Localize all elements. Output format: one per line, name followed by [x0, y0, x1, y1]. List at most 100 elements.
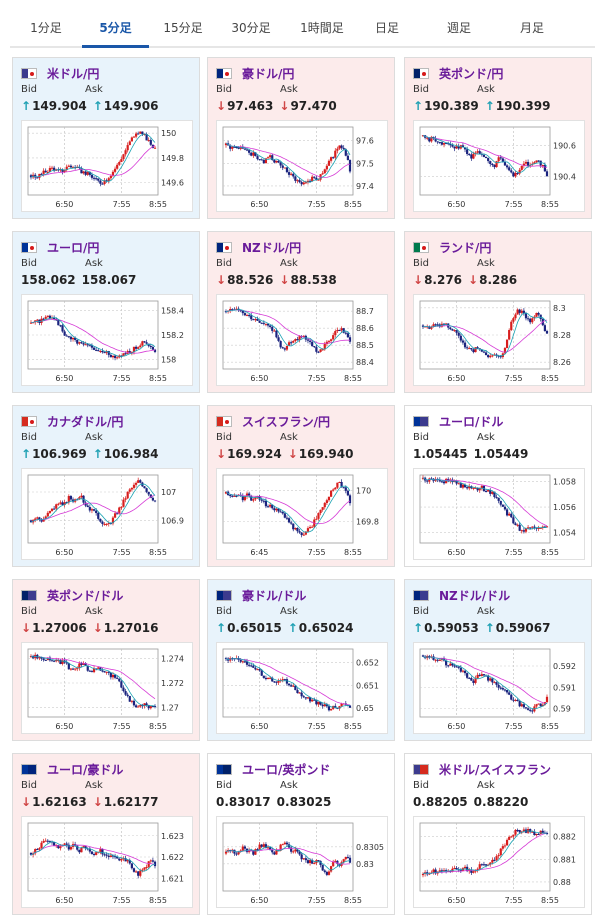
eu-gb-flag-icon	[216, 763, 232, 775]
mini-chart[interactable]: 0.882 0.881 0.88 6:50 7:55 8:55	[413, 816, 585, 908]
pair-name[interactable]: 英ポンド/円	[439, 66, 504, 81]
down-arrow-icon: ↓	[279, 273, 290, 287]
candle-body	[145, 488, 148, 492]
pair-name[interactable]: 豪ドル/ドル	[242, 588, 307, 603]
rate-card[interactable]: 豪ドル/円 Bid Ask ↓97.463 ↓97.470 97.6 97.5 97…	[207, 57, 395, 219]
tab-30min[interactable]: 30分足	[231, 21, 271, 35]
candlestick-chart: 0.8305 0.83 6:50 7:55 8:55	[222, 822, 384, 905]
rate-card[interactable]: ユーロ/英ポンド Bid Ask 0.83017 0.83025 0.8305 0…	[207, 753, 395, 915]
mini-chart[interactable]: 0.592 0.591 0.59 6:50 7:55 8:55	[413, 642, 585, 734]
x-tick-label: 8:55	[541, 374, 559, 383]
candle-body	[128, 351, 131, 353]
pair-name[interactable]: 米ドル/スイスフラン	[439, 762, 552, 777]
candle-body	[63, 170, 66, 172]
candle-body	[82, 663, 85, 665]
rate-card[interactable]: NZドル/円 Bid Ask ↓88.526 ↓88.538 88.7 88.6 8…	[207, 231, 395, 393]
moving-average-line	[225, 309, 351, 345]
pair-name[interactable]: ランド/円	[439, 240, 492, 255]
pair-name[interactable]: 豪ドル/円	[242, 66, 295, 81]
pair-name[interactable]: カナダドル/円	[47, 414, 124, 429]
candle-body	[503, 689, 507, 691]
candle-body	[266, 157, 270, 159]
bid-label: Bid	[413, 606, 429, 617]
mini-chart[interactable]: 1.623 1.622 1.621 6:50 7:55 8:55	[21, 816, 193, 908]
rate-card[interactable]: ランド/円 Bid Ask ↓8.276 ↓8.286 8.3 8.28 8.26 6…	[404, 231, 592, 393]
y-tick-label: 0.88	[553, 878, 571, 887]
candle-body	[472, 153, 475, 159]
tab-15min[interactable]: 15分足	[163, 21, 203, 35]
candle-body	[264, 323, 268, 325]
candle-body	[499, 157, 502, 159]
mini-chart[interactable]: 190.6 190.4 6:50 7:55 8:55	[413, 120, 585, 212]
tab-5min[interactable]: 5分足	[82, 8, 149, 48]
candle-body	[311, 699, 314, 702]
mini-chart[interactable]: 1.274 1.272 1.27 6:50 7:55 8:55	[21, 642, 193, 734]
pair-name[interactable]: 米ドル/円	[47, 66, 100, 81]
candle-body	[120, 859, 123, 861]
pair-name[interactable]: スイスフラン/円	[242, 414, 331, 429]
candle-body	[281, 679, 284, 681]
candle-body	[105, 351, 108, 353]
plot-frame	[222, 822, 354, 892]
pair-name[interactable]: ユーロ/豪ドル	[47, 762, 124, 777]
candle-body	[250, 496, 253, 501]
candle-body	[252, 850, 255, 855]
rate-card[interactable]: ユーロ/ドル Bid Ask 1.05445 1.05449 1.058 1.05…	[404, 405, 592, 567]
candle-body	[90, 851, 94, 855]
mini-chart[interactable]: 0.652 0.651 0.65 6:50 7:55 8:55	[216, 642, 388, 734]
candle-body	[149, 494, 152, 498]
candle-body	[44, 316, 47, 319]
bid-label: Bid	[413, 258, 429, 269]
candle-body	[285, 345, 289, 350]
tab-monthly[interactable]: 月足	[519, 21, 544, 35]
up-arrow-icon: ↑	[484, 621, 495, 635]
candle-body	[88, 670, 91, 672]
pair-name[interactable]: ユーロ/ドル	[439, 414, 504, 429]
tab-daily[interactable]: 日足	[374, 21, 399, 35]
candle-body	[290, 173, 293, 175]
candle-body	[308, 860, 312, 863]
pair-name[interactable]: ユーロ/円	[47, 240, 100, 255]
pair-name[interactable]: NZドル/円	[242, 240, 302, 255]
candle-body	[472, 349, 475, 353]
mini-chart[interactable]: 158.4 158.2 158 6:50 7:55 8:55	[21, 294, 193, 386]
pair-name[interactable]: ユーロ/英ポンド	[242, 762, 331, 777]
candle-body	[235, 146, 238, 148]
pair-name[interactable]: 英ポンド/ドル	[47, 588, 124, 603]
rate-card[interactable]: カナダドル/円 Bid Ask ↑106.969 ↑106.984 107 106…	[12, 405, 200, 567]
candle-body	[342, 487, 345, 489]
mini-chart[interactable]: 0.8305 0.83 6:50 7:55 8:55	[216, 816, 388, 908]
rate-card[interactable]: ユーロ/豪ドル Bid Ask ↓1.62163 ↓1.62177 1.623 1…	[12, 753, 200, 915]
rate-card[interactable]: 英ポンド/ドル Bid Ask ↓1.27006 ↓1.27016 1.274 1…	[12, 579, 200, 741]
mini-chart[interactable]: 97.6 97.5 97.4 6:50 7:55 8:55	[216, 120, 388, 212]
tab-1hour[interactable]: 1時間足	[300, 21, 344, 35]
candle-body	[67, 496, 70, 503]
candle-body	[520, 530, 523, 532]
rate-card[interactable]: 豪ドル/ドル Bid Ask ↑0.65015 ↑0.65024 0.652 0.…	[207, 579, 395, 741]
pair-name[interactable]: NZドル/ドル	[439, 588, 511, 603]
rate-card[interactable]: NZドル/ドル Bid Ask ↑0.59053 ↑0.59067 0.592 0…	[404, 579, 592, 741]
rate-card[interactable]: 英ポンド/円 Bid Ask ↑190.389 ↑190.399 190.6 19…	[404, 57, 592, 219]
x-tick-label: 7:55	[308, 374, 326, 383]
candle-body	[248, 315, 251, 317]
mini-chart[interactable]: 170 169.8 6:45 7:55 8:55	[216, 468, 388, 560]
mini-chart[interactable]: 150 149.8 149.6 6:50 7:55 8:55	[21, 120, 193, 212]
candle-body	[338, 145, 341, 149]
rate-card[interactable]: 米ドル/スイスフラン Bid Ask 0.88205 0.88220 0.882…	[404, 753, 592, 915]
rate-card[interactable]: ユーロ/円 Bid Ask 158.062 158.067 158.4 158.2…	[12, 231, 200, 393]
candle-body	[239, 850, 242, 852]
mini-chart[interactable]: 1.058 1.056 1.054 6:50 7:55 8:55	[413, 468, 585, 560]
mini-chart[interactable]: 107 106.9 6:50 7:55 8:55	[21, 468, 193, 560]
tab-weekly[interactable]: 週足	[446, 21, 471, 35]
rate-card[interactable]: 米ドル/円 Bid Ask ↑149.904 ↑149.906 150 149.8…	[12, 57, 200, 219]
rate-card[interactable]: スイスフラン/円 Bid Ask ↓169.924 ↓169.940 170 16…	[207, 405, 395, 567]
tab-1min[interactable]: 1分足	[30, 21, 62, 35]
candle-body	[290, 342, 293, 344]
candle-body	[495, 682, 498, 685]
candle-body	[440, 481, 444, 483]
candle-body	[516, 309, 519, 315]
mini-chart[interactable]: 88.7 88.6 88.5 88.4 6:50 7:55 8:55	[216, 294, 388, 386]
za-jp-flag-icon	[413, 241, 429, 253]
mini-chart[interactable]: 8.3 8.28 8.26 6:50 7:55 8:55	[413, 294, 585, 386]
up-arrow-icon: ↑	[216, 621, 227, 635]
